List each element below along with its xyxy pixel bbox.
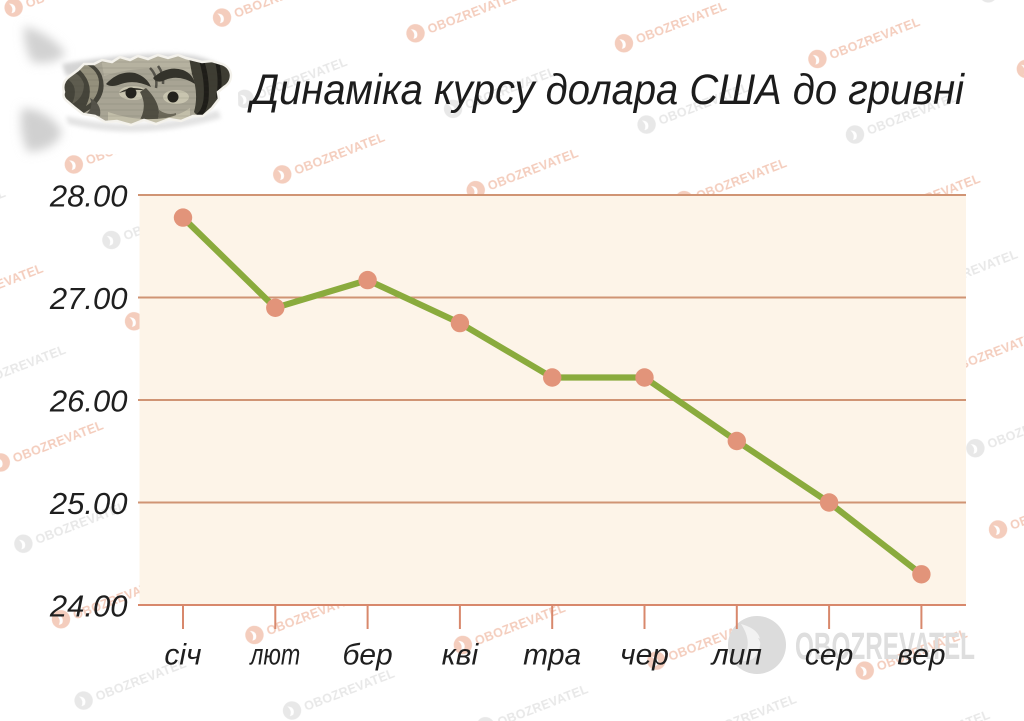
svg-text:Динаміка курсу долара США до г: Динаміка курсу долара США до гривні (247, 66, 965, 114)
svg-text:OBOZREVATEL: OBOZREVATEL (795, 626, 975, 668)
svg-text:кві: кві (442, 639, 480, 672)
svg-text:лют: лют (249, 639, 301, 672)
svg-text:січ: січ (164, 639, 201, 672)
svg-text:24.00: 24.00 (49, 588, 128, 623)
svg-text:сер: сер (805, 639, 853, 672)
svg-text:26.00: 26.00 (49, 383, 128, 418)
svg-text:лип: лип (710, 639, 762, 672)
svg-text:27.00: 27.00 (49, 281, 128, 316)
svg-text:чер: чер (620, 639, 669, 672)
svg-text:25.00: 25.00 (49, 486, 128, 521)
svg-text:вер: вер (897, 639, 945, 672)
svg-text:бер: бер (342, 639, 392, 672)
svg-text:28.00: 28.00 (49, 178, 128, 213)
svg-text:тра: тра (523, 639, 581, 672)
